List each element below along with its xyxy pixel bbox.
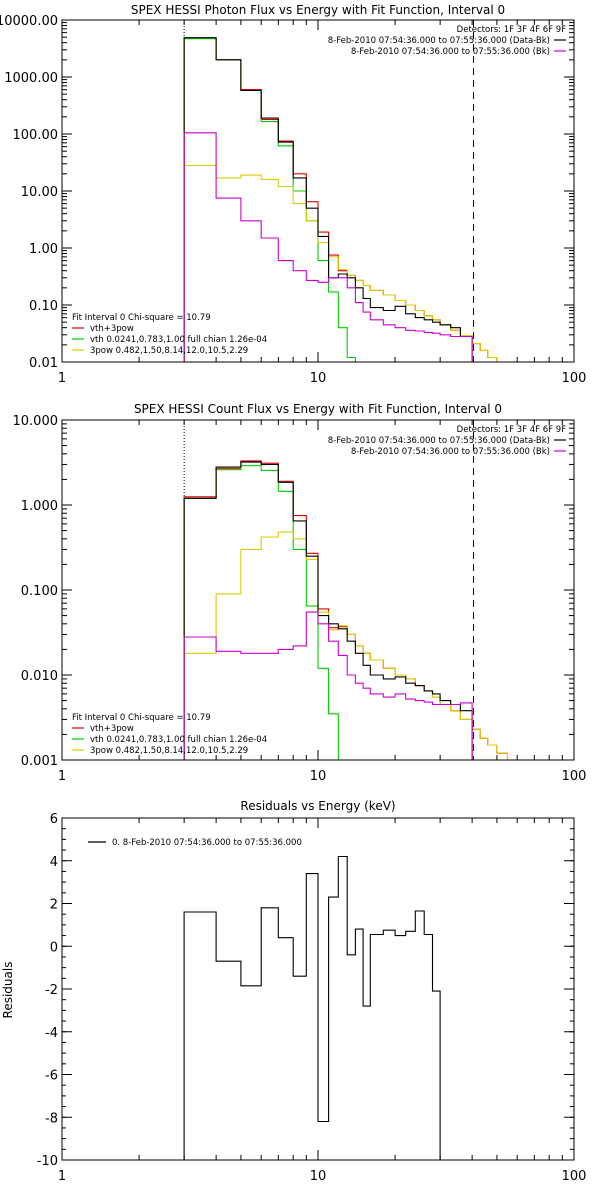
- y-tick-label: 0.100: [21, 584, 58, 599]
- count-flux-plot: 1 10 100 10.000 1.000 0.100 0.010 0.001 Detector…: [13, 414, 587, 784]
- y-tick-label: -4: [45, 1026, 58, 1041]
- legend-entry-label: Fit Interval 0 Chi-square = 10.79: [72, 313, 211, 323]
- x-tick-label: 1: [58, 371, 66, 386]
- legend-entry-label: Detectors: 1F 3F 4F 6F 9F: [457, 25, 566, 35]
- y-tick-label: 10.00: [21, 185, 58, 200]
- legend-entry-label: 8-Feb-2010 07:54:36.000 to 07:55:36.000 …: [351, 447, 550, 457]
- legend-entry-label: 3pow 0.482,1.50,8.14,12.0,10.5,2.29: [90, 746, 248, 756]
- y-tick-label: 0: [50, 940, 58, 955]
- x-tick-label: 1: [58, 1169, 66, 1184]
- series-data-bk-line: [183, 37, 473, 362]
- residuals-panel: Residuals vs Energy (keV) Residuals 1 10 1…: [1, 799, 586, 1184]
- legend-entry-label: vth 0.0241,0.783,1.00 full chian 1.26e-0…: [90, 335, 267, 345]
- legend-entry-label: 3pow 0.482,1.50,8.14,12.0,10.5,2.29: [90, 346, 248, 356]
- legend-entry-label: vth 0.0241,0.783,1.00 full chian 1.26e-0…: [90, 735, 267, 745]
- plot-frame: [61, 419, 575, 761]
- y-tick-label: 10.000: [13, 414, 59, 429]
- y-tick-label: 2: [50, 898, 58, 913]
- y-tick-label: 4: [50, 855, 58, 870]
- y-tick-label: 6: [50, 812, 58, 827]
- photon-flux-title: SPEX HESSI Photon Flux vs Energy with Fi…: [131, 3, 505, 17]
- y-tick-label: 0.10: [29, 299, 58, 314]
- y-tick-label: 100.00: [13, 128, 59, 143]
- y-tick-label: 0.010: [21, 669, 58, 684]
- legend-entry-label: vth+3pow: [90, 324, 134, 334]
- x-tick-label: 100: [562, 1169, 587, 1184]
- y-tick-label: 1.000: [21, 499, 58, 514]
- series-vth-3pow-line: [183, 37, 498, 362]
- series-vth-3pow-line: [183, 460, 529, 760]
- legend-entry-label: Detectors: 1F 3F 4F 6F 9F: [457, 425, 566, 435]
- x-tick-label: 1: [58, 769, 66, 784]
- x-tick-label: 10: [310, 1169, 327, 1184]
- legend-entry-label: 8-Feb-2010 07:54:36.000 to 07:55:36.000 …: [351, 47, 550, 57]
- series-bk-line: [183, 132, 473, 362]
- legend-entry-label: 0. 8-Feb-2010 07:54:36.000 to 07:55:36.0…: [112, 838, 302, 848]
- legend-entry-label: 8-Feb-2010 07:54:36.000 to 07:55:36.000 …: [328, 36, 550, 46]
- plot-frame: [61, 19, 575, 363]
- y-tick-label: 10000.00: [0, 14, 58, 29]
- legend-entry-label: vth+3pow: [90, 724, 134, 734]
- y-tick-label: 0.001: [21, 754, 58, 769]
- series-bk-line: [183, 611, 473, 760]
- photon-flux-plot: 1 10 100 10000.00 1000.00 100.00 10.00 1.00 0.10…: [0, 14, 586, 386]
- y-tick-label: 1000.00: [4, 71, 58, 86]
- photon-flux-panel: SPEX HESSI Photon Flux vs Energy with Fi…: [0, 3, 586, 386]
- x-tick-label: 100: [562, 371, 587, 386]
- series-vth-line: [183, 38, 364, 362]
- x-tick-label: 10: [310, 769, 327, 784]
- y-tick-label: -6: [45, 1069, 58, 1084]
- plot-frame: [61, 817, 575, 1161]
- series-0-line: [183, 855, 441, 1160]
- y-tick-label: 0.01: [29, 356, 58, 371]
- x-tick-label: 10: [310, 371, 327, 386]
- y-tick-label: 1.00: [29, 242, 58, 257]
- series-3pow-line: [183, 531, 529, 760]
- x-tick-label: 100: [562, 769, 587, 784]
- legend-entry-label: 8-Feb-2010 07:54:36.000 to 07:55:36.000 …: [328, 436, 550, 446]
- y-tick-label: -8: [45, 1111, 58, 1126]
- y-tick-label: -2: [45, 983, 58, 998]
- legend-entry-label: Fit Interval 0 Chi-square = 10.79: [72, 713, 211, 723]
- residuals-title: Residuals vs Energy (keV): [240, 799, 395, 813]
- count-flux-panel: SPEX HESSI Count Flux vs Energy with Fit…: [13, 402, 587, 784]
- residuals-y-axis-label: Residuals: [1, 962, 15, 1019]
- count-flux-title: SPEX HESSI Count Flux vs Energy with Fit…: [134, 402, 502, 416]
- series-data-bk-line: [183, 461, 473, 760]
- y-tick-label: -10: [37, 1154, 58, 1169]
- residuals-plot: 1 10 100 6 4 2 0 -2 -4 -6 -8 -10 0. 8-Feb-2010 07:54…: [37, 812, 587, 1184]
